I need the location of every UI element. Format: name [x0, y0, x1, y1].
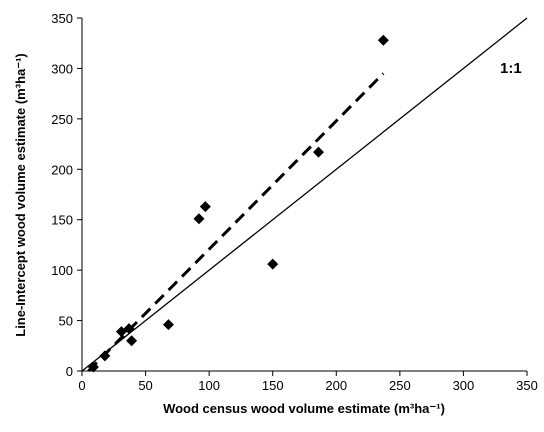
one-to-one-line — [81, 17, 528, 372]
x-tick-label: 0 — [78, 378, 85, 393]
data-point — [377, 34, 389, 46]
y-axis-title: Line-Intercept wood volume estimate (m³h… — [13, 53, 28, 337]
x-tick-label: 250 — [389, 378, 411, 393]
data-point — [162, 319, 174, 331]
data-point — [193, 213, 205, 225]
x-tick-label: 200 — [325, 378, 347, 393]
x-tick-label: 150 — [262, 378, 284, 393]
data-point — [126, 335, 138, 347]
axes — [81, 18, 527, 372]
y-tick-label: 50 — [59, 314, 73, 329]
y-tick-label: 150 — [51, 213, 73, 228]
trend-line — [87, 72, 385, 373]
y-tick-label: 300 — [51, 61, 73, 76]
x-ticks: 0 50 100 150 200 250 300 350 — [78, 371, 538, 393]
data-point — [312, 146, 324, 158]
y-tick-label: 350 — [51, 11, 73, 26]
data-point — [99, 350, 111, 362]
data-point — [267, 258, 279, 270]
y-tick-label: 0 — [66, 364, 73, 379]
y-tick-label: 250 — [51, 112, 73, 127]
reference-lines — [81, 17, 528, 373]
x-tick-label: 50 — [138, 378, 152, 393]
one-to-one-label: 1:1 — [500, 60, 522, 77]
x-tick-label: 100 — [198, 378, 220, 393]
y-tick-label: 100 — [51, 263, 73, 278]
y-tick-label: 200 — [51, 162, 73, 177]
x-tick-label: 350 — [516, 378, 538, 393]
data-point — [123, 323, 135, 335]
data-point — [199, 201, 211, 213]
data-points — [87, 34, 389, 373]
data-point — [87, 361, 99, 373]
y-ticks: 0 50 100 150 200 250 300 350 — [51, 11, 82, 379]
x-axis-title: Wood census wood volume estimate (m³ha⁻¹… — [163, 401, 445, 416]
x-tick-label: 300 — [453, 378, 475, 393]
